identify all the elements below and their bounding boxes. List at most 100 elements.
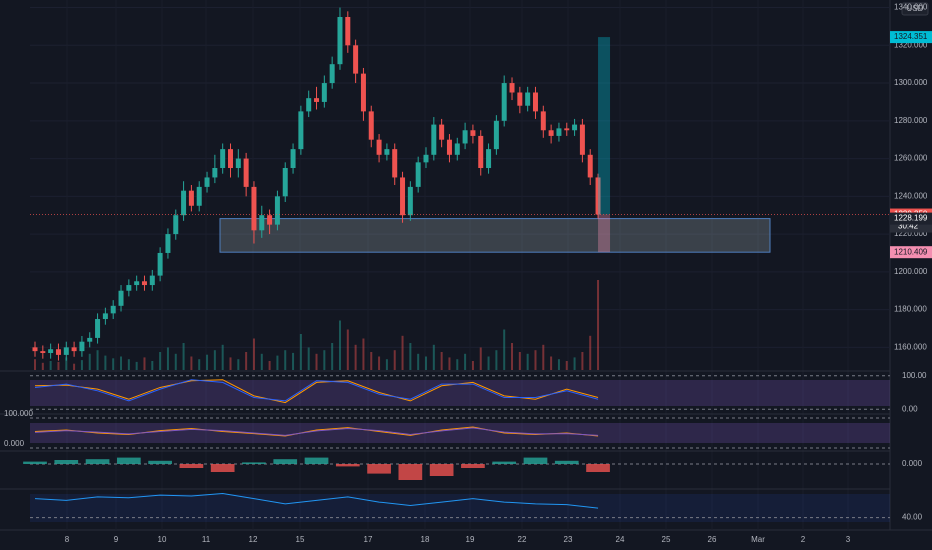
candle-body — [87, 337, 93, 342]
volume-bar — [464, 353, 467, 370]
indicator-line — [34, 379, 599, 404]
volume-bar — [221, 344, 224, 370]
histogram-bar — [461, 464, 485, 468]
countdown: 30:42 — [898, 222, 919, 231]
pane-band — [30, 423, 890, 443]
volume-bar — [378, 356, 381, 370]
volume-bar — [385, 359, 388, 370]
volume-bar — [49, 361, 52, 370]
y-tick-label: 0.000 — [902, 459, 923, 468]
candle-body — [548, 130, 554, 136]
candle-body — [220, 149, 226, 169]
histogram-bar — [554, 460, 579, 464]
y-tick-label: 0.000 — [4, 439, 25, 448]
y-tick-label: 1200.000 — [894, 267, 928, 276]
volume-bar — [432, 344, 435, 370]
volume-bar — [338, 320, 341, 370]
candle-body — [298, 111, 304, 150]
candle-body — [532, 92, 538, 112]
histogram-bar — [273, 459, 298, 464]
candle-body — [173, 215, 179, 235]
y-tick-label: 100.00 — [902, 371, 927, 380]
x-tick-label: 8 — [65, 535, 70, 544]
candle-body — [415, 162, 421, 187]
volume-bar — [526, 353, 529, 370]
y-tick-label: 1260.000 — [894, 154, 928, 163]
candle-body — [157, 252, 163, 276]
volume-bar — [292, 352, 295, 370]
candle-body — [431, 124, 437, 155]
currency-box[interactable] — [901, 2, 929, 16]
candle-body — [525, 92, 531, 106]
candle-body — [290, 149, 296, 169]
histogram-bar — [398, 464, 423, 480]
candle-body — [439, 124, 445, 140]
volume-bar — [135, 361, 138, 370]
x-tick-label: 12 — [249, 535, 258, 544]
candle-body — [579, 124, 585, 155]
candle-body — [126, 285, 132, 291]
candle-body — [337, 16, 343, 65]
volume-bar — [299, 334, 302, 370]
candle-body — [454, 143, 460, 155]
volume-bar — [573, 357, 576, 370]
y-tick-label: 1160.000 — [894, 342, 927, 351]
price-tag-label: 1324.351 — [894, 32, 928, 41]
volume-bar — [198, 359, 201, 370]
candle-body — [267, 215, 273, 225]
candle-body — [141, 281, 147, 286]
candle-body — [392, 149, 398, 178]
candle-body — [564, 128, 570, 131]
candle-body — [251, 186, 257, 231]
candle-body — [228, 149, 233, 169]
price-tag — [890, 31, 932, 44]
y-tick-label: 0.00 — [902, 404, 918, 413]
candle-body — [259, 215, 265, 231]
histogram-bar — [335, 464, 360, 467]
histogram-bar — [523, 457, 548, 464]
x-tick-label: Mar — [751, 535, 765, 544]
volume-bar — [166, 347, 169, 370]
volume-bar — [425, 356, 427, 370]
volume-bar — [331, 343, 334, 370]
volume-bar — [96, 350, 99, 370]
candle-body — [400, 177, 406, 216]
y-tick-label: 40.00 — [902, 513, 923, 522]
indicator-line — [34, 426, 599, 437]
candle-body — [360, 73, 366, 112]
histogram-bar — [492, 461, 517, 464]
volume-bar — [409, 343, 412, 370]
candle-body — [517, 92, 523, 106]
candle-body — [40, 351, 46, 354]
candle-body — [321, 83, 327, 102]
y-tick-label: 1220.000 — [894, 229, 928, 238]
volume-bar — [143, 357, 146, 370]
candle-body — [63, 347, 69, 355]
volume-bar — [557, 359, 560, 370]
indicator-line — [34, 427, 599, 436]
x-tick-label: 22 — [518, 535, 527, 544]
candle-body — [149, 275, 155, 286]
x-tick-label: 26 — [708, 535, 717, 544]
volume-bar — [315, 353, 318, 370]
candle-body — [110, 305, 116, 314]
candle-body — [462, 130, 468, 144]
y-tick-label: 1180.000 — [894, 305, 927, 314]
candle-body — [188, 190, 194, 206]
candle-body — [55, 349, 61, 355]
candle-body — [102, 313, 108, 320]
candle-body — [493, 120, 499, 150]
candle-body — [345, 16, 351, 46]
x-tick-label: 2 — [801, 535, 806, 544]
volume-bar — [252, 338, 255, 370]
volume-bar — [237, 359, 240, 370]
candle-body — [314, 98, 320, 102]
y-tick-label: 1240.000 — [894, 191, 928, 200]
price-tag — [890, 212, 932, 225]
candle-body — [282, 168, 288, 197]
candle-body — [306, 98, 312, 112]
price-tag — [890, 246, 932, 259]
volume-bar — [112, 358, 115, 370]
volume-bar — [34, 359, 36, 370]
